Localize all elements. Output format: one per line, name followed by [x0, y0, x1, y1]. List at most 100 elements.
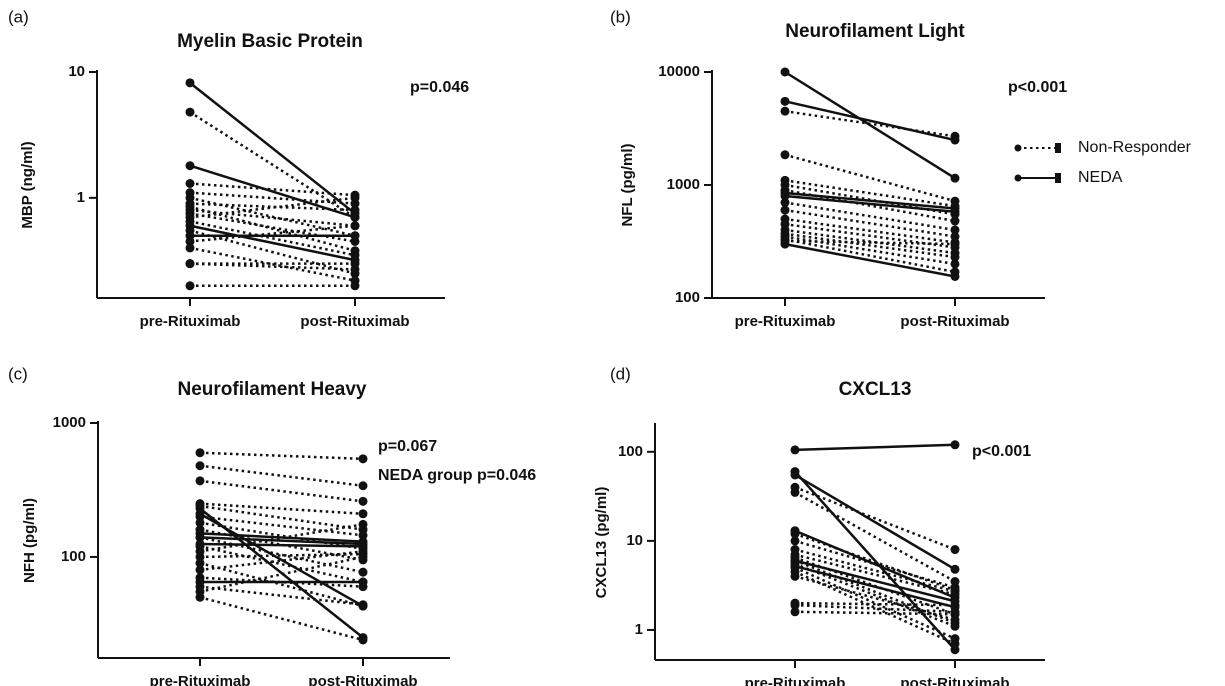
data-point	[790, 526, 800, 536]
x-tick-label: pre-Rituximab	[745, 675, 846, 686]
data-point	[780, 106, 790, 116]
data-point	[185, 231, 195, 241]
data-point	[358, 530, 368, 540]
legend-dot	[1014, 144, 1022, 152]
subject-line	[189, 205, 356, 252]
x-tick-label: pre-Rituximab	[735, 313, 836, 330]
subject-line	[189, 220, 356, 257]
subject-line	[189, 164, 356, 219]
subject-line	[784, 222, 956, 249]
data-point	[195, 565, 205, 575]
subject-line	[794, 470, 956, 651]
data-point	[790, 561, 800, 571]
data-point	[950, 239, 960, 249]
subject-line	[784, 232, 956, 259]
data-point	[185, 281, 195, 291]
subject-line	[199, 512, 364, 608]
data-point	[358, 552, 368, 562]
data-point	[790, 445, 800, 455]
y-axis-label: MBP (ng/ml)	[19, 141, 36, 228]
subject-line	[189, 196, 356, 237]
data-point	[950, 440, 960, 450]
y-tick-label: 1	[635, 621, 643, 638]
subject-line	[784, 235, 956, 266]
legend-dot	[1014, 174, 1022, 182]
data-point	[358, 633, 368, 643]
data-point	[950, 645, 960, 655]
data-point	[950, 252, 960, 262]
data-point	[950, 216, 960, 226]
data-point	[195, 532, 205, 542]
subject-line	[794, 443, 956, 452]
x-tick-label: post-Rituximab	[308, 673, 417, 686]
data-point	[358, 496, 368, 506]
y-tick-label: 1000	[53, 414, 86, 431]
chart-title: Myelin Basic Protein	[177, 31, 363, 52]
subject-line	[794, 610, 956, 616]
y-tick-label: 100	[61, 548, 86, 565]
subject-line	[199, 536, 364, 574]
data-point	[950, 259, 960, 269]
subject-line	[189, 224, 356, 262]
data-point	[358, 481, 368, 491]
panel-label: (b)	[610, 7, 631, 26]
panel-label: (a)	[8, 7, 29, 26]
data-point	[350, 281, 360, 291]
subject-line	[199, 585, 364, 606]
subject-line	[794, 473, 956, 571]
subject-line	[199, 532, 364, 543]
data-point	[195, 577, 205, 587]
data-point	[358, 577, 368, 587]
data-point	[185, 78, 195, 88]
annotation: p=0.067	[378, 438, 437, 455]
subject-line	[189, 229, 356, 275]
x-tick-label: post-Rituximab	[300, 313, 409, 330]
data-point	[350, 193, 360, 203]
data-point	[185, 221, 195, 231]
data-point	[780, 150, 790, 160]
subject-line	[784, 217, 956, 244]
subject-line	[189, 224, 356, 243]
subject-line	[784, 100, 956, 142]
y-tick-label: 100	[618, 443, 643, 460]
data-point	[185, 179, 195, 189]
y-axis-label: CXCL13 (pg/ml)	[593, 487, 610, 599]
subject-line	[199, 545, 364, 584]
data-point	[950, 545, 960, 555]
subject-line	[199, 555, 364, 593]
data-point	[780, 96, 790, 106]
y-tick-label: 1000	[667, 176, 700, 193]
data-point	[350, 255, 360, 265]
subject-line	[794, 601, 956, 607]
annotation: p<0.001	[972, 443, 1031, 460]
annotation: p<0.001	[1008, 79, 1067, 96]
data-point	[780, 239, 790, 249]
data-point	[790, 600, 800, 610]
x-tick-label: pre-Rituximab	[150, 673, 251, 686]
chart-title: Neurofilament Light	[785, 21, 965, 42]
subject-line	[189, 208, 356, 228]
legend-label: Non-Responder	[1078, 139, 1192, 156]
legend-square	[1055, 173, 1061, 183]
data-point	[350, 212, 360, 222]
chart-title: Neurofilament Heavy	[177, 379, 366, 400]
subject-line	[784, 242, 956, 278]
x-tick-label: pre-Rituximab	[140, 313, 241, 330]
subject-line	[794, 486, 956, 551]
subject-line	[199, 561, 364, 608]
data-point	[358, 509, 368, 519]
data-point	[195, 539, 205, 549]
subject-line	[794, 562, 956, 628]
subject-line	[794, 491, 956, 583]
subject-line	[784, 191, 956, 210]
subject-line	[794, 559, 956, 603]
subject-line	[199, 542, 364, 548]
subject-line	[189, 246, 356, 282]
y-tick-label: 100	[675, 289, 700, 306]
data-point	[780, 205, 790, 215]
x-tick-label: post-Rituximab	[900, 675, 1009, 686]
subject-line	[189, 111, 356, 219]
data-point	[195, 509, 205, 519]
data-point	[195, 558, 205, 568]
